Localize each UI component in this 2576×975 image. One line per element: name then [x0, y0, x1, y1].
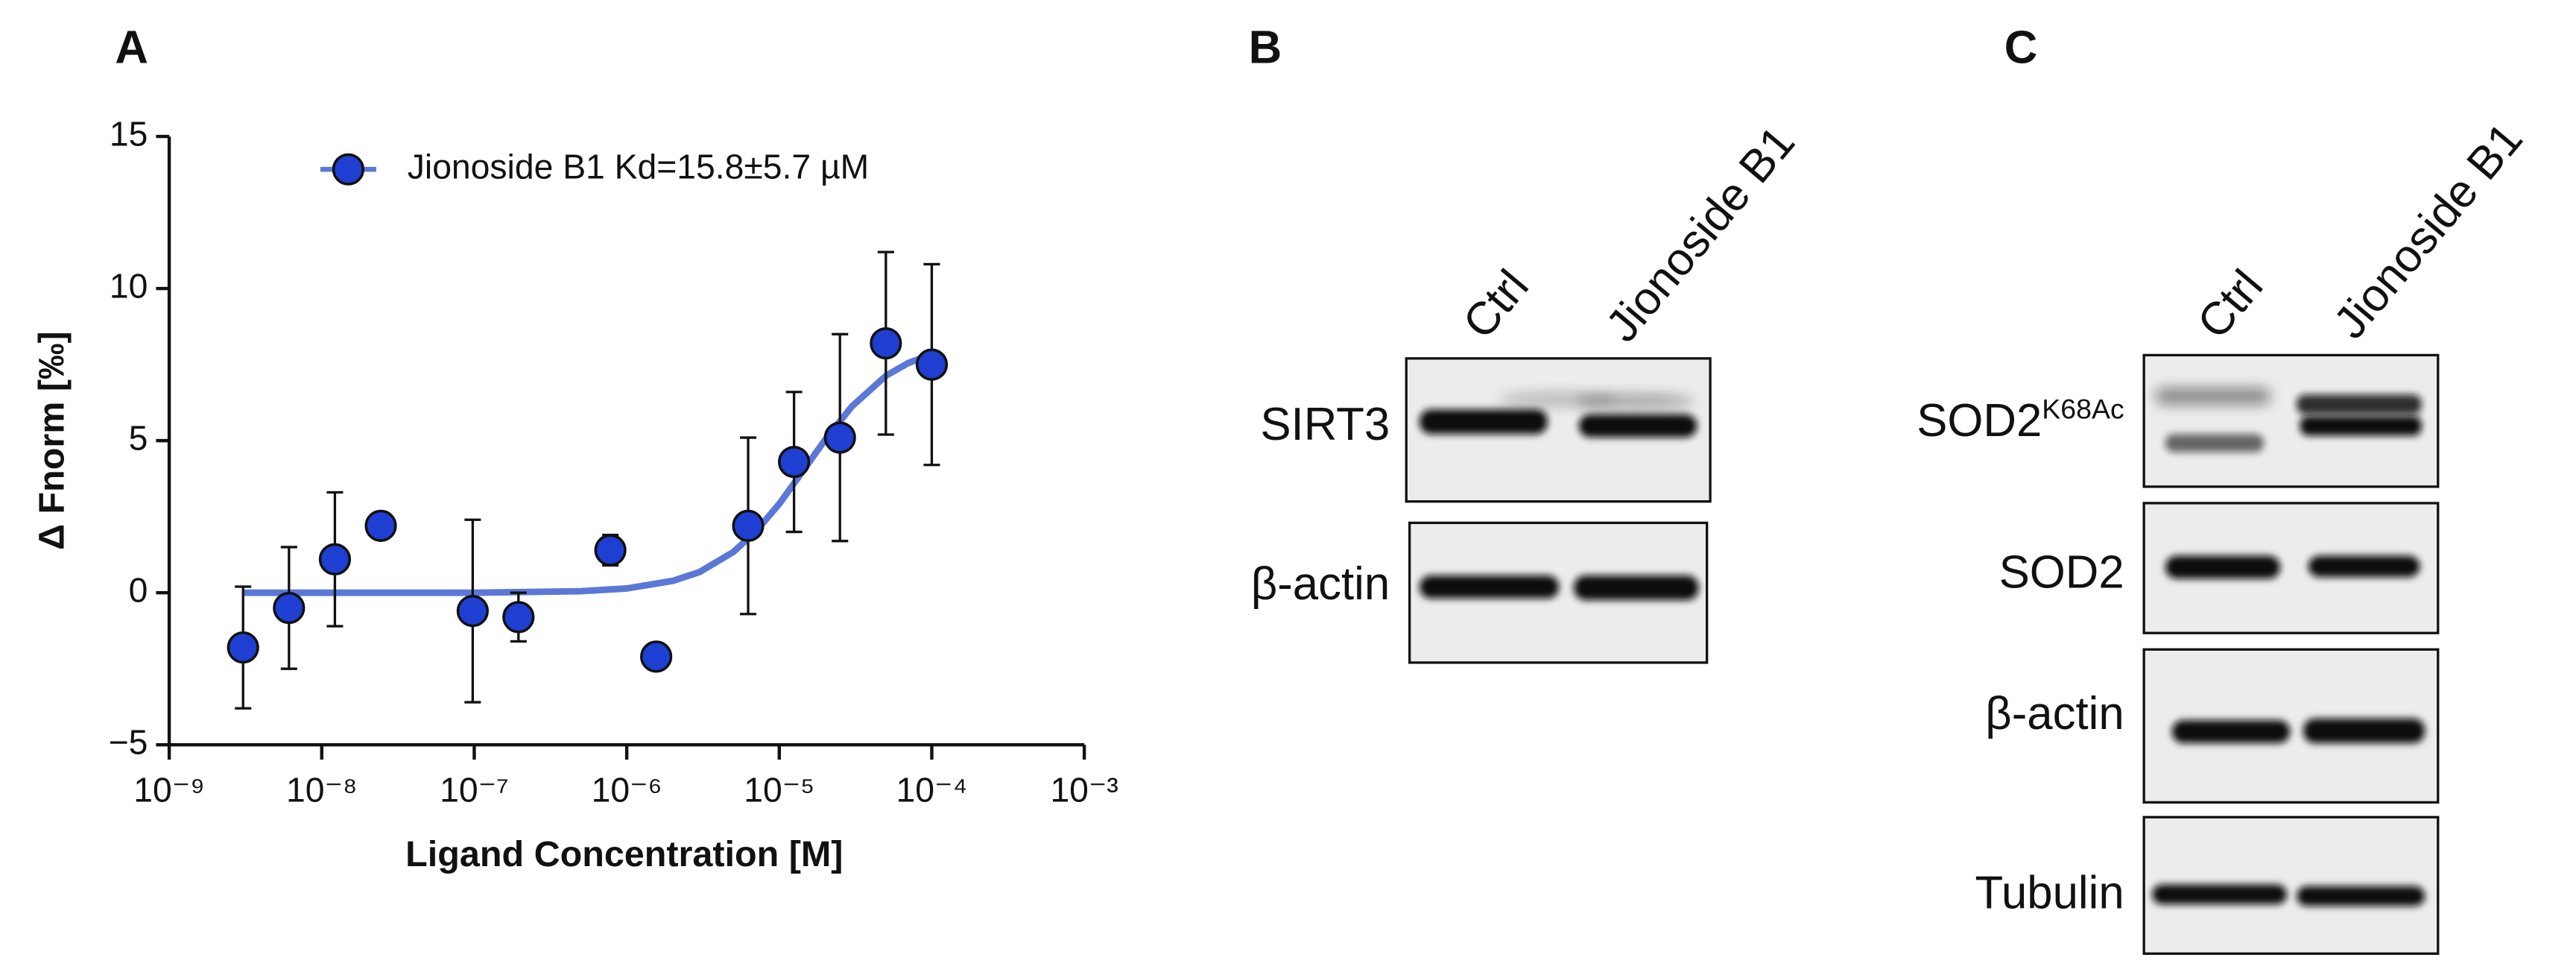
y-tick-label: −5 [109, 722, 148, 761]
data-point [273, 591, 306, 625]
band [2165, 434, 2265, 452]
row-label: SOD2 [1999, 546, 2124, 598]
band [1578, 414, 1697, 438]
band [2303, 718, 2425, 743]
blot-panel: C Ctrl Jionoside B1 SOD2K68Ac SOD2 β-act… [1917, 22, 2533, 955]
data-point [870, 326, 902, 360]
band [1575, 394, 1694, 408]
row-label-text: SOD2 [1917, 395, 2042, 447]
lane-label: Ctrl [1453, 260, 1539, 348]
panel-label: B [1249, 22, 1282, 74]
x-tick-label: 10⁻⁴ [896, 770, 968, 809]
y-axis-title: Δ Fnorm [‰] [32, 331, 72, 550]
band [2171, 720, 2291, 743]
plot-area: −5 0 5 10 15 10⁻⁹ 10⁻⁸ 10⁻⁷ 10⁻⁶ 10⁻⁵ 10⁻⁴ 10⁻³ Jion… [109, 114, 1118, 809]
y-tick-label: 10 [110, 266, 148, 305]
row-label-superscript: K68Ac [2042, 393, 2124, 424]
data-point [364, 509, 397, 543]
y-tick-label: 5 [129, 418, 148, 457]
x-tick-label: 10⁻⁶ [592, 770, 662, 809]
panel-label: C [2004, 22, 2038, 74]
data-point [823, 421, 856, 454]
data-point [778, 446, 811, 479]
panel-label: A [115, 22, 148, 74]
band [2152, 884, 2287, 905]
lane-label: Jionoside B1 [2324, 113, 2533, 348]
band [2308, 555, 2420, 578]
band [2165, 555, 2281, 579]
x-tick-label: 10⁻⁷ [440, 770, 509, 809]
data-point [732, 509, 765, 543]
x-tick-label: 10⁻³ [1050, 770, 1118, 809]
lane-label: Jionoside B1 [1596, 116, 1805, 351]
row-label: SIRT3 [1260, 399, 1390, 450]
data-point [318, 543, 352, 575]
band [2297, 886, 2425, 906]
legend-label: Jionoside B1 Kd=15.8±5.7 µM [408, 147, 869, 186]
band [2297, 394, 2422, 414]
x-tick-label: 10⁻⁹ [133, 770, 205, 809]
x-tick-label: 10⁻⁵ [744, 770, 814, 809]
data-point [594, 534, 627, 567]
row-label: SOD2K68Ac [1917, 393, 2124, 447]
y-tick-label: 0 [129, 570, 148, 609]
data-point [640, 640, 673, 673]
band [2300, 416, 2422, 436]
blot-panel: B Ctrl Jionoside B1 SIRT3 β-actin [1249, 22, 1805, 664]
x-tick-label: 10⁻⁸ [286, 770, 357, 809]
data-point [502, 601, 535, 634]
y-tick-label: 15 [110, 114, 148, 153]
data-point [227, 631, 259, 664]
data-point [915, 348, 949, 381]
band [1419, 409, 1548, 435]
band [1574, 575, 1699, 601]
row-label: β-actin [1251, 558, 1390, 610]
legend-marker [332, 153, 365, 186]
data-point [456, 595, 489, 628]
row-label: Tubulin [1975, 867, 2124, 918]
band [1419, 575, 1560, 599]
lane-label: Ctrl [2188, 260, 2273, 348]
x-axis-title: Ligand Concentration [M] [405, 834, 843, 874]
row-label: β-actin [1985, 688, 2124, 739]
band [2155, 388, 2270, 405]
